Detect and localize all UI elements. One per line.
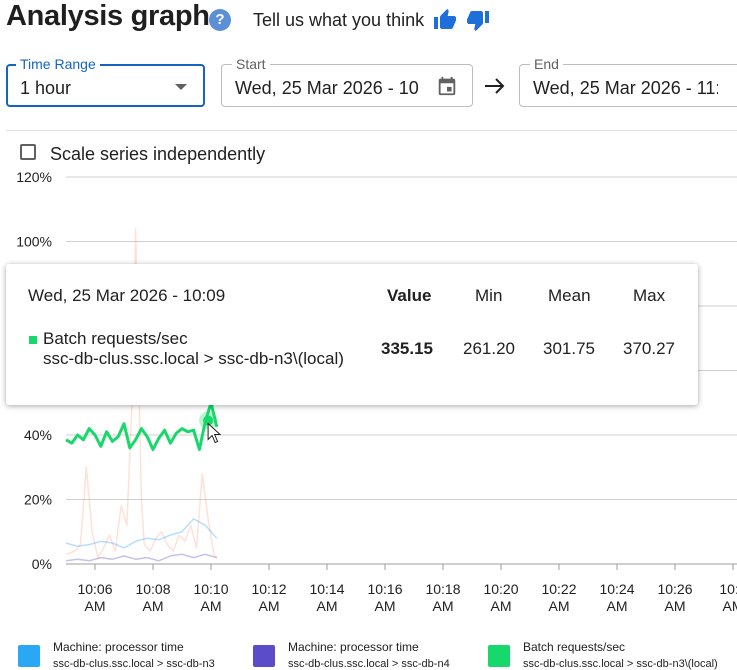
x-tick-label-ampm: AM — [259, 598, 280, 614]
x-tick-label-ampm: AM — [85, 598, 106, 614]
tooltip-mean: 301.75 — [543, 339, 595, 359]
x-tick-label: 10:24 — [599, 581, 634, 597]
thumbs-up-icon[interactable] — [432, 8, 458, 32]
chart-tooltip: Wed, 25 Mar 2026 - 10:09 Value Min Mean … — [6, 264, 698, 405]
end-value[interactable]: Wed, 25 Mar 2026 - 11: — [533, 78, 718, 99]
tooltip-header-value: Value — [387, 286, 431, 306]
start-label: Start — [232, 56, 270, 72]
y-tick-label: 40% — [24, 427, 52, 443]
time-range-select[interactable]: Time Range 1 hour — [6, 64, 205, 107]
x-tick-label-ampm: AM — [143, 598, 164, 614]
help-icon[interactable]: ? — [209, 9, 231, 31]
x-tick-label: 10:20 — [483, 581, 518, 597]
legend-swatch[interactable] — [488, 645, 510, 667]
y-tick-label: 100% — [16, 234, 52, 250]
x-tick-label: 10:10 — [193, 581, 228, 597]
x-tick-label-ampm: AM — [317, 598, 338, 614]
legend-item-name[interactable]: Machine: processor time — [288, 640, 419, 654]
x-tick-label: 10:26 — [657, 581, 692, 597]
y-tick-label: 20% — [24, 492, 52, 508]
time-range-value: 1 hour — [20, 78, 71, 99]
tooltip-series-name: Batch requests/sec — [43, 329, 188, 349]
chevron-down-icon[interactable] — [175, 84, 187, 90]
legend-swatch[interactable] — [253, 645, 275, 667]
series-line — [66, 403, 217, 450]
scale-series-checkbox[interactable] — [20, 144, 36, 160]
arrow-right-icon — [483, 76, 507, 96]
calendar-icon[interactable] — [436, 75, 458, 97]
tooltip-date: Wed, 25 Mar 2026 - 10:09 — [28, 286, 225, 306]
y-tick-label: 0% — [32, 556, 52, 572]
tooltip-min: 261.20 — [463, 339, 515, 359]
x-tick-label-ampm: AM — [491, 598, 512, 614]
time-range-label: Time Range — [16, 56, 100, 72]
tooltip-header-mean: Mean — [548, 286, 591, 306]
tooltip-value: 335.15 — [381, 339, 433, 359]
x-tick-label-ampm: AM — [549, 598, 570, 614]
x-tick-label: 10:14 — [309, 581, 344, 597]
legend-item-name[interactable]: Batch requests/sec — [523, 640, 625, 654]
thumbs-down-icon[interactable] — [465, 8, 491, 32]
start-value[interactable]: Wed, 25 Mar 2026 - 10: — [235, 78, 420, 99]
divider — [6, 130, 737, 131]
x-tick-label-ampm: AM — [723, 598, 737, 614]
tooltip-header-max: Max — [633, 286, 665, 306]
legend-item-path: ssc-db-clus.ssc.local > ssc-db-n3\(local… — [523, 658, 718, 670]
x-tick-label: 10:16 — [367, 581, 402, 597]
x-tick-label: 10:18 — [425, 581, 460, 597]
tooltip-header-min: Min — [475, 286, 502, 306]
start-date-field[interactable]: Start Wed, 25 Mar 2026 - 10: — [221, 64, 473, 107]
feedback-text: Tell us what you think — [253, 10, 424, 31]
tooltip-series-path: ssc-db-clus.ssc.local > ssc-db-n3\(local… — [43, 349, 344, 369]
tooltip-series-swatch — [29, 336, 37, 344]
legend-item-name[interactable]: Machine: processor time — [53, 640, 184, 654]
page-title: Analysis graph — [6, 0, 210, 33]
x-tick-label: 10:22 — [541, 581, 576, 597]
x-tick-label-ampm: AM — [665, 598, 686, 614]
x-tick-label-ampm: AM — [607, 598, 628, 614]
series-line — [66, 554, 217, 561]
x-tick-label-ampm: AM — [433, 598, 454, 614]
legend-swatch[interactable] — [18, 645, 40, 667]
legend-item-path: ssc-db-clus.ssc.local > ssc-db-n3 — [53, 658, 215, 670]
series-line — [66, 519, 217, 548]
x-tick-label: 10:2 — [719, 581, 737, 597]
y-tick-label: 120% — [16, 169, 52, 185]
x-tick-label-ampm: AM — [375, 598, 396, 614]
x-tick-label: 10:08 — [135, 581, 170, 597]
end-label: End — [530, 56, 563, 72]
x-tick-label-ampm: AM — [201, 598, 222, 614]
x-tick-label: 10:06 — [77, 581, 112, 597]
legend-item-path: ssc-db-clus.ssc.local > ssc-db-n4 — [288, 658, 450, 670]
end-date-field[interactable]: End Wed, 25 Mar 2026 - 11: — [519, 64, 737, 107]
tooltip-max: 370.27 — [623, 339, 675, 359]
x-tick-label: 10:12 — [251, 581, 286, 597]
